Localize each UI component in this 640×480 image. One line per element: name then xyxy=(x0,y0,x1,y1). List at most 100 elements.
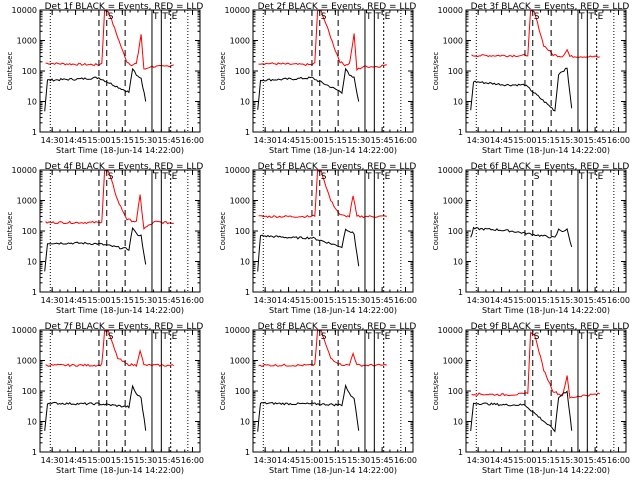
y-tick-label: 10 xyxy=(240,258,250,267)
marker-label-t: T xyxy=(152,332,159,342)
x-axis-label: Start Time (18-Jun-14 14:22:00) xyxy=(56,466,184,475)
marker-label-s: S xyxy=(321,12,327,22)
marker-label-e: E xyxy=(385,332,391,342)
series-line-2 xyxy=(257,383,360,432)
marker-label-t: T xyxy=(587,172,594,182)
y-tick-label: 10 xyxy=(453,258,463,267)
x-tick-label: 15:30 xyxy=(560,136,583,145)
x-tick-label: 15:30 xyxy=(134,296,157,305)
x-tick-label: 16:00 xyxy=(607,296,630,305)
y-tick-label: 10000 xyxy=(225,166,250,175)
x-tick-label: 15:00 xyxy=(513,296,536,305)
x-tick-label: 14:45 xyxy=(64,456,87,465)
y-tick-label: 10 xyxy=(27,258,37,267)
x-tick-label: 15:45 xyxy=(371,136,394,145)
x-tick-label: 14:45 xyxy=(490,456,513,465)
y-axis-label: Counts/sec xyxy=(6,372,14,411)
y-tick-label: 1 xyxy=(245,448,250,457)
y-tick-label: 100 xyxy=(235,67,250,76)
marker-label-s: S xyxy=(534,172,540,182)
x-tick-label: 14:30 xyxy=(467,456,490,465)
marker-label-t: T xyxy=(161,332,168,342)
panel-title: Det 3f BLACK = Events, RED = LLD xyxy=(471,2,630,12)
y-tick-label: 1 xyxy=(32,448,37,457)
marker-label-t: T xyxy=(365,332,372,342)
y-tick-label: 10000 xyxy=(225,326,250,335)
x-axis-label: Start Time (18-Jun-14 14:22:00) xyxy=(269,466,397,475)
series-line-1 xyxy=(471,331,601,399)
x-tick-label: 15:30 xyxy=(560,456,583,465)
x-tick-label: 14:30 xyxy=(467,136,490,145)
marker-label-e: E xyxy=(172,172,178,182)
marker-label-e: E xyxy=(172,332,178,342)
y-tick-label: 10 xyxy=(27,418,37,427)
x-tick-label: 15:30 xyxy=(560,296,583,305)
plot-frame xyxy=(465,169,627,293)
y-tick-label: 10 xyxy=(453,98,463,107)
y-tick-label: 1000 xyxy=(443,37,463,46)
x-tick-label: 16:00 xyxy=(394,456,417,465)
y-axis-label: Counts/sec xyxy=(6,52,14,91)
marker-label-e: E xyxy=(385,12,391,22)
x-tick-label: 14:30 xyxy=(254,456,277,465)
y-tick-label: 10000 xyxy=(12,6,37,15)
x-tick-label: 15:30 xyxy=(347,456,370,465)
marker-label-s: S xyxy=(321,172,327,182)
x-tick-label: 15:15 xyxy=(111,136,134,145)
plot-frame xyxy=(252,329,414,453)
x-tick-label: 15:15 xyxy=(324,456,347,465)
y-tick-label: 10 xyxy=(453,418,463,427)
x-tick-label: 15:15 xyxy=(537,456,560,465)
marker-label-t: T xyxy=(374,332,381,342)
marker-label-s: S xyxy=(108,12,114,22)
panel-title: Det 2f BLACK = Events, RED = LLD xyxy=(258,2,417,12)
series-line-2 xyxy=(44,226,147,272)
plot-frame xyxy=(252,9,414,133)
y-tick-label: 100 xyxy=(448,67,463,76)
x-tick-label: 15:45 xyxy=(584,136,607,145)
x-tick-label: 14:30 xyxy=(41,136,64,145)
y-axis-label: Counts/sec xyxy=(432,212,440,251)
plot-frame xyxy=(39,329,201,453)
x-tick-label: 15:15 xyxy=(324,136,347,145)
x-axis-label: Start Time (18-Jun-14 14:22:00) xyxy=(482,146,610,155)
series-line-1 xyxy=(470,226,573,248)
y-axis-label: Counts/sec xyxy=(219,212,227,251)
y-tick-label: 1 xyxy=(245,128,250,137)
marker-label-e: E xyxy=(598,332,604,342)
x-tick-label: 14:45 xyxy=(277,136,300,145)
panel-title: Det 9f BLACK = Events, RED = LLD xyxy=(471,322,630,332)
marker-label-s: S xyxy=(534,332,540,342)
y-tick-label: 1000 xyxy=(230,37,250,46)
x-tick-label: 15:15 xyxy=(111,296,134,305)
marker-label-t: T xyxy=(374,172,381,182)
x-tick-label: 16:00 xyxy=(181,136,204,145)
y-axis-label: Counts/sec xyxy=(432,52,440,91)
x-axis-label: Start Time (18-Jun-14 14:22:00) xyxy=(482,466,610,475)
series-line-2 xyxy=(470,67,573,112)
x-tick-label: 15:45 xyxy=(371,456,394,465)
x-tick-label: 14:45 xyxy=(277,296,300,305)
y-tick-label: 1000 xyxy=(17,357,37,366)
series-line-2 xyxy=(44,67,147,112)
x-tick-label: 15:15 xyxy=(537,136,560,145)
marker-label-e: E xyxy=(598,172,604,182)
y-tick-label: 100 xyxy=(448,387,463,396)
y-tick-label: 1 xyxy=(32,288,37,297)
y-tick-label: 1 xyxy=(458,128,463,137)
x-tick-label: 14:30 xyxy=(41,456,64,465)
x-tick-label: 15:45 xyxy=(371,296,394,305)
y-tick-label: 10000 xyxy=(12,166,37,175)
x-tick-label: 15:00 xyxy=(87,296,110,305)
marker-label-t: T xyxy=(374,12,381,22)
y-tick-label: 100 xyxy=(22,387,37,396)
y-tick-label: 10000 xyxy=(438,326,463,335)
y-tick-label: 100 xyxy=(448,227,463,236)
panel-title: Det 5f BLACK = Events, RED = LLD xyxy=(258,162,417,172)
